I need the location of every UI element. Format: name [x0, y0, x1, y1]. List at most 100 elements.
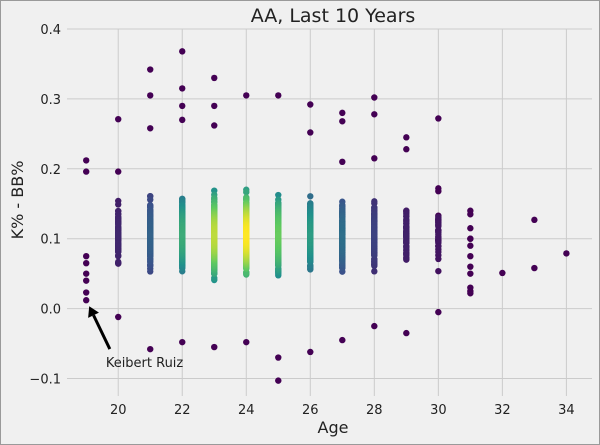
data-point — [371, 268, 378, 275]
data-point — [243, 232, 250, 239]
data-point — [339, 231, 346, 239]
data-point — [115, 201, 122, 208]
data-point — [83, 270, 90, 277]
data-point — [275, 232, 282, 239]
data-point — [83, 157, 90, 164]
data-point — [371, 111, 378, 118]
data-point — [531, 216, 538, 224]
data-point — [307, 193, 314, 200]
x-axis-label: Age — [318, 418, 349, 437]
data-point — [83, 297, 90, 304]
x-tick-label: 22 — [174, 403, 191, 418]
y-tick-label: 0.1 — [40, 233, 61, 248]
data-point — [275, 191, 282, 199]
data-point — [435, 187, 442, 195]
data-point — [467, 270, 474, 277]
data-point — [147, 196, 154, 203]
data-point — [339, 158, 346, 166]
data-point — [307, 348, 314, 356]
data-point — [83, 252, 90, 260]
x-tick-label: 34 — [558, 403, 575, 418]
data-point — [467, 242, 474, 249]
annotation-label: Keibert Ruiz — [106, 356, 184, 371]
data-point — [211, 232, 218, 239]
data-point — [531, 264, 538, 272]
y-tick-label: 0.2 — [40, 163, 61, 178]
data-points — [83, 48, 570, 384]
data-point — [307, 129, 314, 136]
data-point — [435, 308, 442, 316]
data-point — [115, 232, 122, 239]
annotation: Keibert Ruiz — [88, 306, 183, 371]
y-tick-label: 0.0 — [40, 303, 61, 318]
data-point — [179, 232, 186, 239]
data-point — [371, 322, 378, 330]
x-tick-label: 20 — [110, 403, 127, 418]
data-point — [371, 155, 378, 162]
data-point — [179, 338, 186, 346]
y-tick-label: −0.1 — [29, 373, 61, 388]
data-point — [275, 92, 282, 99]
data-point — [307, 231, 314, 239]
data-point — [435, 231, 442, 238]
data-point — [563, 250, 570, 257]
data-point — [115, 168, 122, 175]
annotation-arrowhead — [88, 306, 99, 318]
data-point — [275, 377, 282, 384]
y-tick-label: 0.3 — [40, 93, 61, 108]
data-point — [211, 343, 218, 351]
x-tick-label: 26 — [302, 403, 319, 418]
data-point — [467, 252, 474, 260]
data-point — [403, 232, 410, 239]
data-point — [83, 168, 90, 175]
data-point — [467, 225, 474, 232]
data-point — [243, 188, 250, 196]
data-point — [147, 66, 154, 73]
data-point — [467, 290, 474, 297]
data-point — [83, 289, 90, 296]
data-point — [179, 48, 186, 55]
data-point — [147, 125, 154, 132]
data-point — [339, 336, 346, 344]
data-point — [371, 232, 378, 239]
data-point — [371, 94, 378, 101]
data-point — [243, 92, 250, 99]
data-point — [179, 102, 186, 110]
data-point — [179, 85, 186, 92]
x-tick-label: 28 — [366, 403, 383, 418]
data-point — [115, 258, 122, 266]
x-tick-label: 30 — [430, 403, 447, 418]
data-point — [83, 277, 90, 284]
data-point — [115, 313, 122, 321]
x-tick-label: 32 — [494, 403, 511, 418]
plot-area — [67, 29, 592, 396]
data-point — [403, 146, 410, 153]
data-point — [275, 354, 282, 361]
data-point — [147, 345, 154, 353]
data-point — [115, 115, 122, 123]
data-point — [211, 102, 218, 110]
gridlines — [67, 28, 592, 396]
data-point — [403, 329, 410, 337]
data-point — [211, 74, 218, 82]
data-point — [179, 116, 186, 124]
data-point — [339, 109, 346, 117]
data-point — [339, 118, 346, 125]
data-point — [147, 92, 154, 99]
data-point — [435, 267, 442, 275]
chart-title: AA, Last 10 Years — [251, 5, 416, 27]
data-point — [467, 235, 474, 242]
data-point — [467, 211, 474, 218]
data-point — [307, 101, 314, 108]
y-tick-label: 0.4 — [40, 23, 61, 38]
data-point — [467, 263, 474, 270]
tick-labels: 20 22 24 26 28 30 32 34 −0.1 0.0 0.1 0.2 0.3 0.4 — [29, 23, 574, 418]
y-axis-label: K% - BB% — [8, 161, 27, 240]
data-point — [435, 115, 442, 122]
annotation-arrow — [92, 314, 112, 350]
data-point — [147, 232, 154, 239]
data-point — [499, 269, 506, 277]
data-point — [403, 134, 410, 141]
data-point — [83, 259, 90, 267]
